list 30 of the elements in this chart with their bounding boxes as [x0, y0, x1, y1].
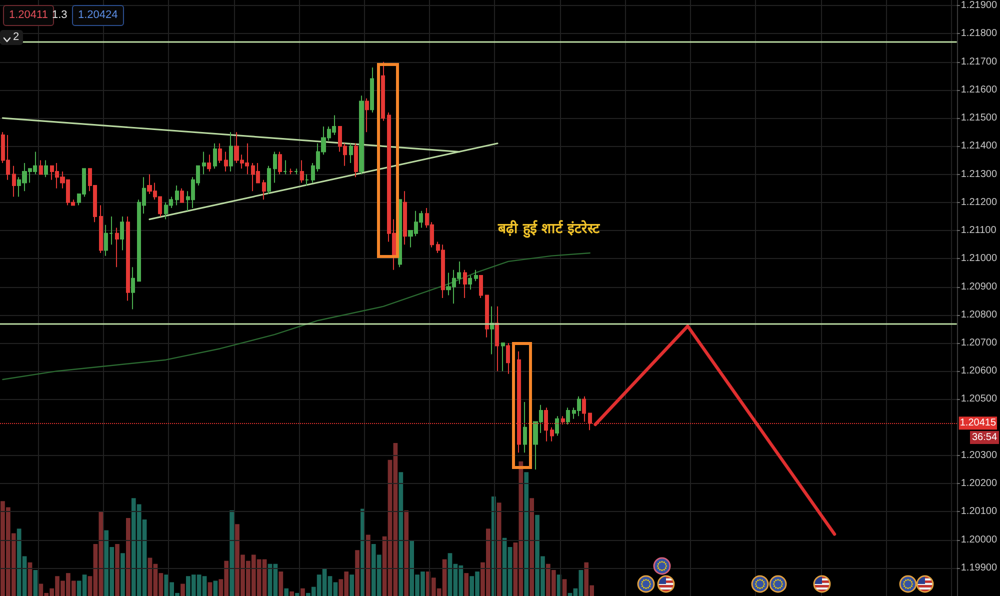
y-tick-label: 1.20800	[960, 309, 998, 320]
collapse-button: 2	[0, 30, 24, 45]
y-tick-label: 1.20600	[960, 366, 998, 377]
y-tick-label: 1.21700	[960, 56, 998, 68]
y-tick-label: 1.20300	[960, 450, 998, 461]
y-tick-label: 1.20700	[960, 337, 998, 348]
y-tick-label: 1.21400	[960, 140, 998, 152]
y-tick-label: 1.21200	[960, 196, 998, 208]
y-tick-label: 1.21100	[960, 225, 997, 236]
buy-price-box: 1.20424	[72, 5, 124, 26]
y-tick-label: 1.21500	[960, 112, 998, 124]
y-tick-label: 1.19900	[960, 562, 998, 574]
y-tick-label: 1.21800	[960, 28, 998, 40]
y-tick-label: 1.21000	[960, 253, 998, 264]
annotation: 1.20411	[9, 9, 48, 21]
annotation: 1.3	[52, 9, 68, 21]
y-tick-label: 1.21300	[960, 168, 998, 180]
y-tick-label: 1.20200	[960, 478, 998, 490]
y-tick-label: 1.20000	[960, 534, 998, 546]
y-tick-label: 1.21600	[960, 84, 998, 96]
annotation: बढ़ी हुई शार्ट इंटरेस्ट	[498, 221, 600, 237]
annotation: 1.20424	[78, 9, 118, 21]
sell-price-box: 1.20411	[3, 5, 54, 26]
y-tick-label: 1.20100	[960, 506, 998, 518]
annotation: 2	[13, 31, 20, 43]
text: 36:54	[972, 432, 998, 443]
y-tick-label: 1.20500	[960, 394, 998, 405]
y-tick-label: 1.20900	[960, 281, 998, 292]
ref-line-label: 1.20415	[960, 418, 996, 429]
y-tick-label: 1.21900	[960, 0, 998, 12]
